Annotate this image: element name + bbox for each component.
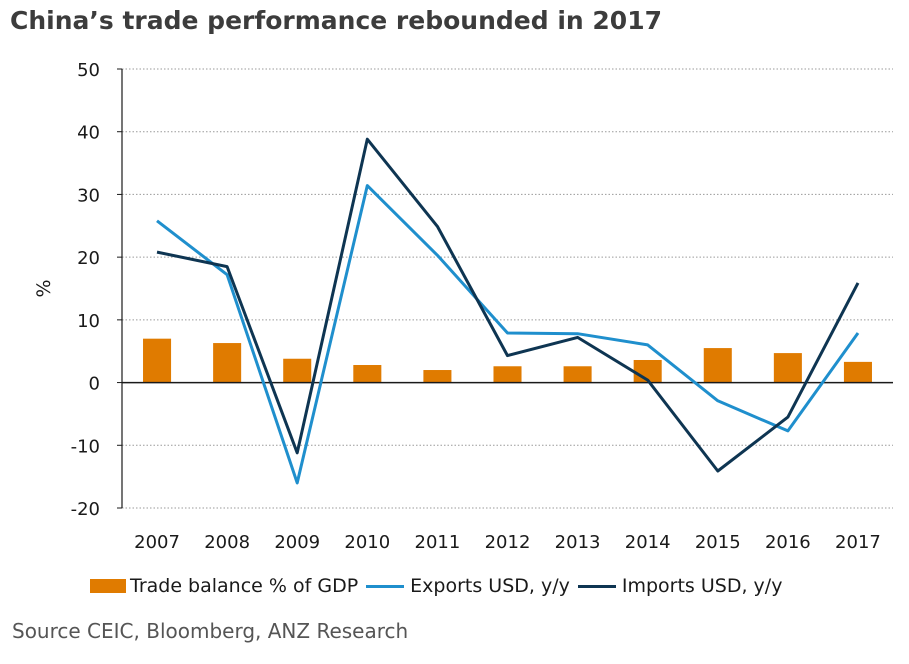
bar-trade-balance [843, 361, 872, 383]
legend-item-imports: Imports USD, y/y [577, 575, 783, 597]
x-tick-label: 2011 [415, 532, 461, 553]
bar-trade-balance [143, 338, 172, 383]
x-tick-label: 2008 [204, 532, 250, 553]
y-tick-label: 40 [77, 123, 100, 144]
y-tick-label: -10 [71, 436, 100, 457]
x-tick-label: 2013 [555, 532, 601, 553]
legend-label-imports: Imports USD, y/y [621, 575, 783, 597]
y-tick-label: 50 [77, 60, 100, 81]
y-tick-label: 10 [77, 311, 100, 332]
chart-title: China’s trade performance rebounded in 2… [10, 6, 662, 35]
bar-trade-balance [353, 365, 382, 383]
line-imports [156, 137, 860, 473]
bar-trade-balance [563, 366, 592, 383]
x-tick-label: 2009 [274, 532, 320, 553]
legend-item-trade-balance: Trade balance % of GDP [90, 575, 358, 597]
axes [117, 68, 893, 509]
legend-item-exports: Exports USD, y/y [366, 575, 570, 597]
legend-swatch-trade-balance [90, 579, 126, 593]
bar-trade-balance [423, 370, 452, 383]
x-tick-label: 2007 [134, 532, 180, 553]
x-tick-label: 2014 [625, 532, 671, 553]
bar-series [143, 338, 872, 383]
y-axis-label: % [33, 279, 55, 297]
bar-trade-balance [703, 348, 732, 383]
gridlines [122, 68, 893, 509]
line-series [156, 137, 860, 485]
legend-swatch-exports [366, 584, 405, 588]
x-tick-label: 2010 [344, 532, 390, 553]
legend-label-trade-balance: Trade balance % of GDP [130, 575, 359, 597]
x-tick-label: 2016 [765, 532, 811, 553]
bar-trade-balance [213, 343, 242, 383]
y-tick-label: -20 [71, 499, 100, 520]
line-exports [156, 184, 860, 485]
bar-trade-balance [493, 366, 522, 383]
x-tick-label: 2012 [485, 532, 531, 553]
legend: Trade balance % of GDP Exports USD, y/y … [90, 572, 790, 600]
legend-swatch-imports [577, 584, 616, 588]
legend-label-exports: Exports USD, y/y [410, 575, 570, 597]
y-tick-label: 20 [77, 248, 100, 269]
source-note: Source CEIC, Bloomberg, ANZ Research [12, 619, 409, 643]
tick-labels: -20 -10 0 10 20 30 40 50% 2007 2008 2009 2010 2011 20… [33, 60, 881, 553]
bar-trade-balance [283, 358, 312, 383]
bar-trade-balance [773, 353, 802, 383]
x-tick-label: 2017 [835, 532, 881, 553]
y-tick-label: 30 [77, 185, 100, 206]
x-tick-label: 2015 [695, 532, 741, 553]
y-tick-label: 0 [89, 374, 100, 395]
